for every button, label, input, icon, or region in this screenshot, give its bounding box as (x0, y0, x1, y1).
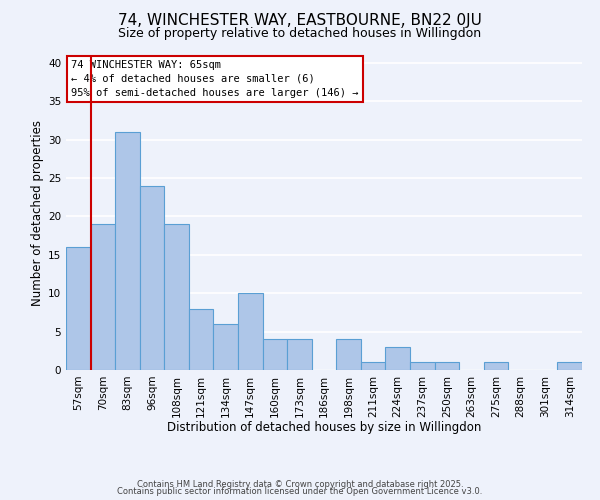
Bar (214, 324, 238, 370)
Bar (164, 224, 189, 370)
Text: Contains public sector information licensed under the Open Government Licence v3: Contains public sector information licen… (118, 487, 482, 496)
Bar (557, 362, 582, 370)
Bar (410, 362, 434, 370)
Bar (484, 362, 508, 370)
Bar (66, 247, 91, 370)
Bar (361, 362, 385, 370)
Bar (434, 362, 459, 370)
Bar (263, 340, 287, 370)
X-axis label: Distribution of detached houses by size in Willingdon: Distribution of detached houses by size … (167, 421, 481, 434)
Text: Contains HM Land Registry data © Crown copyright and database right 2025.: Contains HM Land Registry data © Crown c… (137, 480, 463, 489)
Bar (336, 340, 361, 370)
Bar (238, 293, 263, 370)
Y-axis label: Number of detached properties: Number of detached properties (31, 120, 44, 306)
Bar (115, 132, 140, 370)
Text: 74, WINCHESTER WAY, EASTBOURNE, BN22 0JU: 74, WINCHESTER WAY, EASTBOURNE, BN22 0JU (118, 12, 482, 28)
Bar (287, 340, 312, 370)
Bar (385, 347, 410, 370)
Text: Size of property relative to detached houses in Willingdon: Size of property relative to detached ho… (118, 28, 482, 40)
Text: 74 WINCHESTER WAY: 65sqm
← 4% of detached houses are smaller (6)
95% of semi-det: 74 WINCHESTER WAY: 65sqm ← 4% of detache… (71, 60, 359, 98)
Bar (189, 308, 214, 370)
Bar (140, 186, 164, 370)
Bar (91, 224, 115, 370)
